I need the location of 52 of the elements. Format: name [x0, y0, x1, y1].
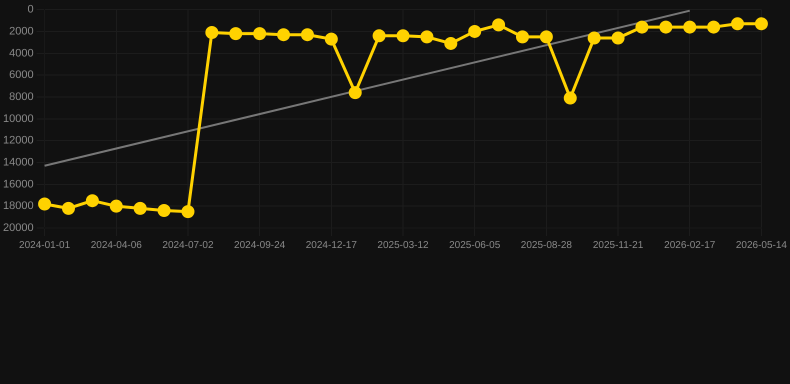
point: [707, 20, 720, 34]
point: [324, 32, 338, 46]
point: [62, 202, 75, 215]
point: [540, 30, 553, 44]
point: [444, 36, 458, 50]
point: [396, 29, 410, 42]
x-tick-label: 2024-09-24: [234, 240, 286, 251]
point: [158, 204, 171, 218]
point: [420, 30, 434, 44]
point: [683, 20, 696, 34]
point: [229, 27, 242, 40]
y-tick-label: 10000: [2, 112, 34, 125]
y-tick-label: 16000: [2, 178, 34, 190]
x-tick-label: 2024-07-02: [162, 240, 214, 251]
point: [754, 17, 768, 30]
point: [731, 17, 744, 30]
y-tick-label: 2000: [9, 25, 34, 38]
y-tick-label: 8000: [9, 90, 34, 103]
y-tick-label: 6000: [9, 69, 34, 82]
point: [635, 20, 648, 34]
point: [564, 92, 577, 105]
point: [372, 29, 386, 42]
point: [277, 28, 290, 42]
point: [492, 18, 506, 32]
y-tick-label: 12000: [2, 134, 34, 147]
point: [348, 86, 362, 100]
x-tick-label: 2024-04-06: [90, 240, 142, 251]
y-tick-label: 20000: [2, 222, 34, 234]
point: [205, 26, 218, 40]
x-tick-label: 2024-01-01: [19, 240, 71, 251]
point: [253, 27, 266, 40]
point: [110, 200, 123, 213]
point: [516, 30, 529, 44]
point: [181, 205, 194, 218]
point: [468, 24, 482, 38]
point: [612, 31, 625, 44]
y-tick-label: 0: [27, 4, 34, 16]
point: [134, 202, 147, 215]
x-tick-label: 2026-05-14: [736, 240, 788, 251]
x-tick-label: 2024-12-17: [306, 240, 358, 251]
x-tick-label: 2025-03-12: [377, 240, 430, 251]
y-tick-label: 14000: [2, 156, 34, 169]
y-tick-label: 4000: [9, 47, 34, 60]
point: [659, 20, 672, 34]
x-tick-label: 2025-08-28: [520, 240, 572, 251]
point: [300, 28, 314, 42]
x-tick-label: 2026-02-17: [664, 240, 716, 251]
x-tick-label: 2025-11-21: [592, 240, 644, 251]
point: [86, 194, 99, 208]
x-tick-label: 2025-06-05: [449, 240, 501, 251]
point: [588, 31, 601, 44]
y-tick-label: 18000: [2, 200, 34, 212]
